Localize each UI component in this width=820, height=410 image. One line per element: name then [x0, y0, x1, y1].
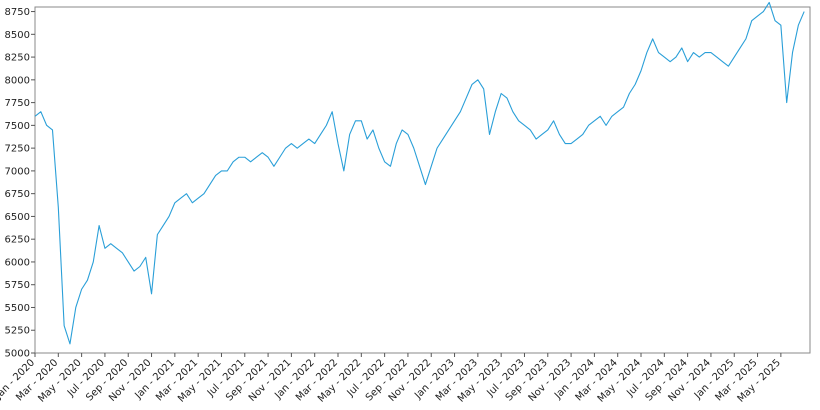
y-tick-label: 7750 [5, 98, 30, 109]
y-tick-label: 7250 [5, 144, 30, 155]
y-tick-label: 5000 [5, 349, 30, 360]
y-tick-label: 5750 [5, 280, 30, 291]
y-tick-label: 7500 [5, 121, 30, 132]
y-tick-label: 8000 [5, 75, 30, 86]
plot-area [34, 6, 811, 354]
y-tick-label: 8500 [5, 30, 30, 41]
y-tick-label: 6500 [5, 212, 30, 223]
y-tick-label: 5250 [5, 326, 30, 337]
y-tick-label: 8750 [5, 7, 30, 18]
y-tick-label: 8250 [5, 53, 30, 64]
data-line [34, 1, 805, 345]
y-tick-label: 6000 [5, 257, 30, 268]
y-tick-label: 5500 [5, 303, 30, 314]
y-tick-label: 6250 [5, 235, 30, 246]
y-tick-label: 7000 [5, 166, 30, 177]
y-tick-label: 6750 [5, 189, 30, 200]
